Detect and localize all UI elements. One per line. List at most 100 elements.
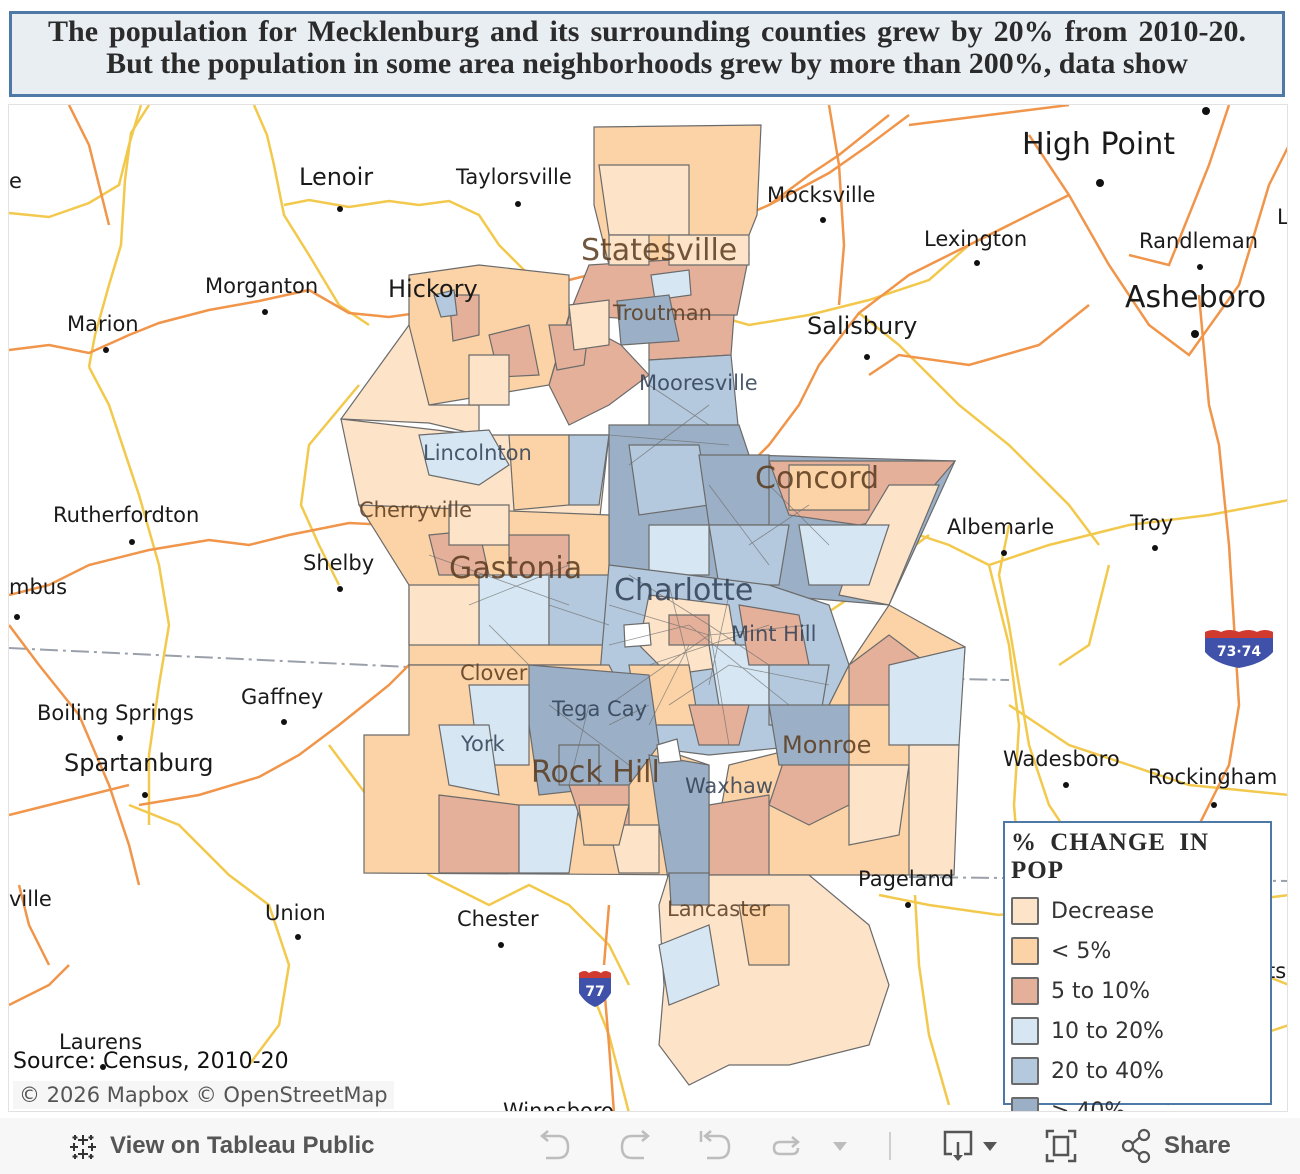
undo-button[interactable] xyxy=(538,1118,572,1174)
tract-lines xyxy=(428,384,830,786)
legend-swatch xyxy=(1011,937,1039,965)
place-label-lenoir: Lenoir xyxy=(299,163,374,191)
fullscreen-icon xyxy=(1045,1129,1077,1163)
place-label-monroe: Monroe xyxy=(782,731,872,759)
legend-swatch xyxy=(1011,1057,1039,1085)
refresh-button[interactable] xyxy=(770,1118,806,1174)
place-label-winnsboro: Winnsboro xyxy=(503,1099,614,1112)
legend-item-decrease[interactable]: Decrease xyxy=(1011,891,1270,931)
place-label-concord: Concord xyxy=(755,461,880,496)
place-label-chester: Chester xyxy=(457,907,539,931)
place-label-laurens: Laurens xyxy=(59,1030,143,1054)
city-dots xyxy=(14,107,1217,1070)
share-label: Share xyxy=(1164,1132,1231,1159)
source-note: Source: Census, 2010-20 xyxy=(13,1049,289,1074)
place-label-cherryville: Cherryville xyxy=(359,498,473,522)
place-label-wadesboro: Wadesboro xyxy=(1003,747,1120,771)
legend-swatch xyxy=(1011,1017,1039,1045)
place-label-rockingham: Rockingham xyxy=(1148,765,1278,789)
legend-label: 5 to 10% xyxy=(1051,978,1150,1004)
legend-label: < 5% xyxy=(1051,938,1112,964)
refresh-icon xyxy=(772,1136,800,1156)
place-label-marion: Marion xyxy=(67,312,139,336)
revert-button[interactable] xyxy=(697,1118,733,1174)
legend-item-over-40[interactable]: > 40% xyxy=(1011,1091,1270,1112)
place-label-partial-left: e xyxy=(9,169,22,193)
place-label-statesville: Statesville xyxy=(581,233,738,268)
place-label-gaffney: Gaffney xyxy=(241,685,324,709)
svg-text:77: 77 xyxy=(585,984,604,1000)
chevron-down-icon xyxy=(983,1142,997,1151)
place-label-taylorsville: Taylorsville xyxy=(456,165,572,189)
legend-swatch xyxy=(1011,977,1039,1005)
place-label-greenville-partial: ville xyxy=(9,887,52,911)
legend-title: % CHANGE IN POP xyxy=(1011,829,1210,884)
map-attribution[interactable]: © 2026 Mapbox © OpenStreetMap xyxy=(13,1081,394,1109)
place-label-mocksville: Mocksville xyxy=(767,183,876,207)
place-label-hickory: Hickory xyxy=(388,275,478,303)
place-label-gastonia: Gastonia xyxy=(449,551,583,586)
legend-item-under-5[interactable]: < 5% xyxy=(1011,931,1270,971)
place-label-lincolnton: Lincolnton xyxy=(423,441,532,465)
place-label-columbus-partial: mbus xyxy=(9,575,68,599)
map-view[interactable]: Lenoir Taylorsville Mocksville High Poin… xyxy=(8,104,1288,1112)
svg-text:73·74: 73·74 xyxy=(1217,644,1262,660)
place-label-rock-hill: Rock Hill xyxy=(531,755,660,790)
place-label-clover: Clover xyxy=(460,661,528,685)
place-label-rutherfordton: Rutherfordton xyxy=(53,503,200,527)
tableau-logo-icon xyxy=(70,1135,96,1159)
place-label-charlotte: Charlotte xyxy=(614,573,754,608)
place-label-mint-hill: Mint Hill xyxy=(731,622,817,646)
place-label-asheboro: Asheboro xyxy=(1125,280,1267,315)
legend-label: Decrease xyxy=(1051,898,1155,924)
place-label-spartanburg: Spartanburg xyxy=(64,749,214,777)
map-canvas[interactable] xyxy=(9,105,1288,1112)
view-on-tableau-public-label: View on Tableau Public xyxy=(110,1132,375,1159)
place-label-lexington: Lexington xyxy=(924,227,1028,251)
interstate-77-shield-icon: 77 xyxy=(579,971,611,1007)
place-label-lancaster: Lancaster xyxy=(667,897,771,921)
redo-icon xyxy=(620,1130,650,1160)
place-label-salisbury: Salisbury xyxy=(807,312,918,340)
place-label-partial-right: L xyxy=(1277,205,1288,229)
legend: % CHANGE IN POP Decrease < 5% 5 to 10% 1… xyxy=(1003,821,1272,1111)
legend-item-5-to-10[interactable]: 5 to 10% xyxy=(1011,971,1270,1011)
place-label-troy: Troy xyxy=(1130,511,1174,535)
fullscreen-button[interactable] xyxy=(1044,1118,1078,1174)
place-label-albemarle: Albemarle xyxy=(947,515,1055,539)
revert-icon xyxy=(699,1130,731,1160)
view-on-tableau-public-link[interactable]: View on Tableau Public xyxy=(66,1118,375,1174)
refresh-dropdown-button[interactable] xyxy=(832,1118,848,1174)
place-label-morganton: Morganton xyxy=(205,274,319,298)
place-label-pageland: Pageland xyxy=(858,867,955,891)
redo-button[interactable] xyxy=(618,1118,652,1174)
place-label-boiling-springs: Boiling Springs xyxy=(37,701,194,725)
place-label-high-point: High Point xyxy=(1022,127,1175,162)
place-label-union: Union xyxy=(265,901,326,925)
share-icon xyxy=(1121,1128,1151,1164)
legend-item-10-to-20[interactable]: 10 to 20% xyxy=(1011,1011,1270,1051)
major-roads xyxy=(9,105,1287,1111)
tableau-toolbar: View on Tableau Public xyxy=(0,1118,1300,1174)
legend-label: 20 to 40% xyxy=(1051,1058,1164,1084)
legend-swatch xyxy=(1011,897,1039,925)
place-label-randleman: Randleman xyxy=(1139,229,1259,253)
download-button[interactable] xyxy=(942,1118,998,1174)
page-title: The population for Mecklenburg and its s… xyxy=(9,11,1285,97)
place-label-troutman: Troutman xyxy=(613,301,712,325)
legend-label: > 40% xyxy=(1051,1098,1126,1112)
choropleth-regions[interactable] xyxy=(339,124,966,1086)
toolbar-divider xyxy=(889,1132,891,1160)
place-label-york: York xyxy=(461,732,505,756)
place-label-waxhaw: Waxhaw xyxy=(685,774,774,798)
legend-swatch xyxy=(1011,1097,1039,1111)
place-label-mooresville: Mooresville xyxy=(639,371,758,395)
legend-label: 10 to 20% xyxy=(1051,1018,1164,1044)
place-label-shelby: Shelby xyxy=(303,551,375,575)
place-label-tega-cay: Tega Cay xyxy=(552,697,648,721)
undo-icon xyxy=(540,1130,570,1160)
title-text: The population for Mecklenburg and its s… xyxy=(48,15,1246,80)
interstate-73-74-shield-icon: 73·74 xyxy=(1205,630,1273,668)
legend-item-20-to-40[interactable]: 20 to 40% xyxy=(1011,1051,1270,1091)
share-button[interactable]: Share xyxy=(1120,1118,1231,1174)
